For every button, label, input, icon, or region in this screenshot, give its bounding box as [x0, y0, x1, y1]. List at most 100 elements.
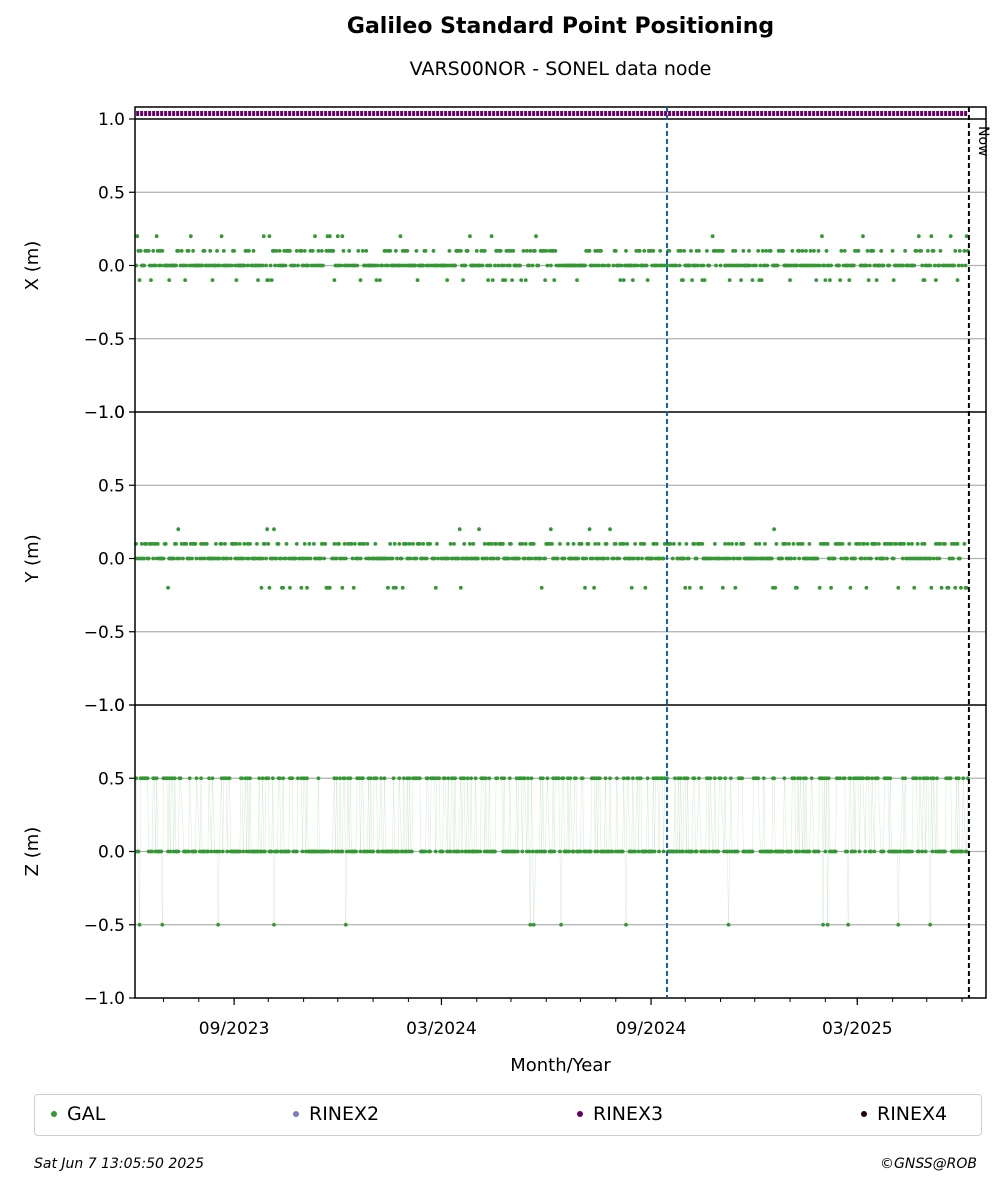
gal-point: [498, 248, 503, 253]
gal-connector: [595, 778, 597, 852]
gal-point: [728, 776, 733, 781]
gal-point: [727, 278, 732, 283]
gal-point: [654, 541, 659, 546]
gal-point: [681, 278, 685, 283]
gal-point: [670, 556, 675, 561]
gal-point: [946, 585, 951, 590]
gal-connector: [336, 778, 338, 852]
gal-connector: [170, 778, 172, 852]
gal-connector: [569, 778, 573, 852]
gal-point: [697, 248, 701, 253]
gal-point: [684, 541, 689, 546]
gal-point: [204, 541, 209, 546]
gal-connector: [296, 778, 299, 852]
gal-point: [703, 849, 708, 854]
gal-point: [256, 278, 260, 283]
gal-point: [471, 541, 476, 546]
gal-connector: [409, 778, 411, 852]
gal-point: [621, 776, 626, 781]
gal-point: [821, 922, 825, 927]
gal-point: [674, 263, 679, 268]
gal-point: [517, 556, 521, 561]
gal-connector: [503, 778, 506, 852]
gal-point: [757, 541, 762, 546]
gal-point: [242, 541, 247, 546]
gal-connector: [961, 778, 964, 852]
gal-point: [645, 776, 650, 781]
gal-point: [342, 776, 347, 781]
gal-point: [953, 248, 958, 253]
gal-point: [146, 556, 151, 561]
gal-point: [579, 541, 584, 546]
gal-point: [543, 556, 548, 561]
gal-point: [929, 585, 934, 590]
gal-connector: [757, 778, 761, 852]
gal-point: [316, 248, 321, 253]
gal-point: [704, 248, 709, 253]
gal-connector: [737, 778, 739, 852]
gal-point: [814, 278, 819, 283]
gal-connector: [957, 778, 959, 852]
gal-point: [625, 541, 630, 546]
gal-connector: [691, 778, 694, 852]
gal-point: [272, 527, 276, 532]
gal-point: [960, 849, 964, 854]
gal-connector: [168, 778, 171, 852]
gal-connector: [222, 778, 225, 852]
gal-point: [339, 263, 344, 268]
gal-point: [769, 556, 774, 561]
gal-connector: [679, 778, 681, 852]
gal-point: [712, 541, 717, 546]
gal-connector: [532, 851, 534, 925]
gal-connector: [345, 851, 348, 925]
legend-marker-rinex3: [577, 1111, 583, 1117]
gal-point: [723, 776, 728, 781]
gal-connector: [397, 778, 400, 852]
gal-connector: [552, 778, 555, 852]
gal-connector: [383, 778, 385, 852]
gal-point: [636, 849, 641, 854]
gal-point: [154, 234, 159, 239]
gal-point: [739, 278, 743, 283]
gal-connector: [573, 778, 575, 852]
gal-point: [417, 541, 422, 546]
gal-connector: [279, 778, 282, 852]
gal-point: [401, 776, 406, 781]
gal-point: [891, 278, 896, 283]
gal-connector: [258, 778, 261, 852]
gal-point: [914, 248, 919, 253]
gal-point: [881, 556, 886, 561]
gal-point: [794, 263, 799, 268]
gal-point: [576, 556, 581, 561]
gal-point: [828, 278, 832, 283]
gal-connector: [694, 778, 696, 852]
gal-point: [423, 248, 428, 253]
gal-point: [206, 849, 210, 854]
gal-connector: [458, 778, 462, 852]
gal-point: [334, 776, 339, 781]
gal-point: [462, 776, 467, 781]
gal-connector: [515, 778, 517, 852]
gal-point: [906, 541, 911, 546]
gal-point: [925, 248, 930, 253]
gal-point: [867, 263, 872, 268]
y-tick-label: −0.5: [84, 916, 125, 936]
gal-point: [797, 556, 802, 561]
gal-point: [815, 556, 820, 561]
gal-point: [545, 776, 550, 781]
gal-point: [685, 776, 690, 781]
gal-connector: [273, 851, 276, 925]
gal-connector: [798, 778, 801, 852]
gal-point: [775, 263, 780, 268]
gal-point: [614, 776, 619, 781]
gal-point: [788, 278, 792, 283]
gal-point: [624, 248, 628, 253]
gal-point: [305, 585, 309, 590]
gal-point: [350, 556, 355, 561]
gal-point: [826, 776, 831, 781]
gal-point: [774, 541, 779, 546]
gal-point: [692, 541, 697, 546]
gal-connector: [342, 778, 344, 852]
gal-point: [889, 541, 894, 546]
gal-connector: [162, 778, 164, 925]
